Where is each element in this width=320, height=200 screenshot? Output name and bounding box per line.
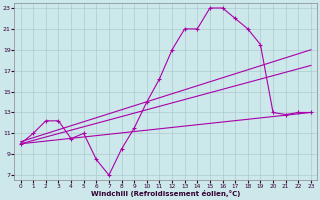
X-axis label: Windchill (Refroidissement éolien,°C): Windchill (Refroidissement éolien,°C)	[91, 190, 240, 197]
